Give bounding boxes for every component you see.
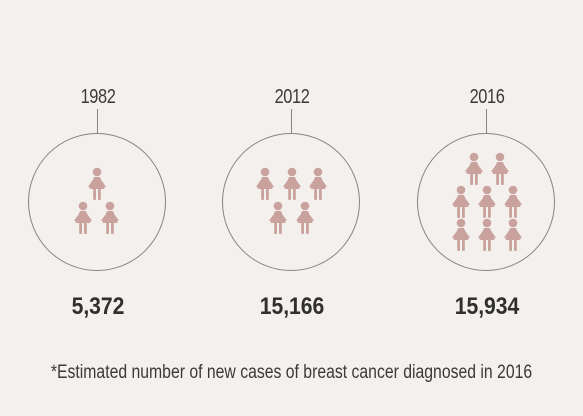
figure-circle	[417, 133, 555, 271]
woman-icon	[281, 167, 303, 201]
group-2016: 2016 15,934	[407, 0, 567, 330]
woman-icon	[86, 167, 108, 201]
woman-icon	[99, 201, 121, 235]
figure-circle	[222, 133, 360, 271]
woman-icon	[294, 201, 316, 235]
case-count: 15,166	[259, 293, 325, 320]
woman-icon	[502, 185, 524, 219]
woman-icon	[502, 218, 524, 252]
woman-icon	[267, 201, 289, 235]
woman-icon	[489, 152, 511, 186]
group-2012: 2012 15,166	[212, 0, 372, 330]
woman-icon	[450, 185, 472, 219]
connector-line	[291, 109, 292, 133]
case-count: 15,934	[454, 293, 520, 320]
footnote: *Estimated number of new cases of breast…	[50, 362, 533, 383]
case-count: 5,372	[71, 293, 125, 320]
woman-icon	[254, 167, 276, 201]
year-label: 1982	[80, 86, 116, 108]
woman-icon	[476, 218, 498, 252]
woman-icon	[463, 152, 485, 186]
connector-line	[486, 109, 487, 133]
woman-icon	[476, 185, 498, 219]
connector-line	[97, 109, 98, 133]
year-label: 2016	[469, 86, 505, 108]
figure-circle	[28, 133, 166, 271]
group-1982: 1982 5,372	[18, 0, 178, 330]
woman-icon	[450, 218, 472, 252]
woman-icon	[307, 167, 329, 201]
year-label: 2012	[274, 86, 310, 108]
woman-icon	[72, 201, 94, 235]
